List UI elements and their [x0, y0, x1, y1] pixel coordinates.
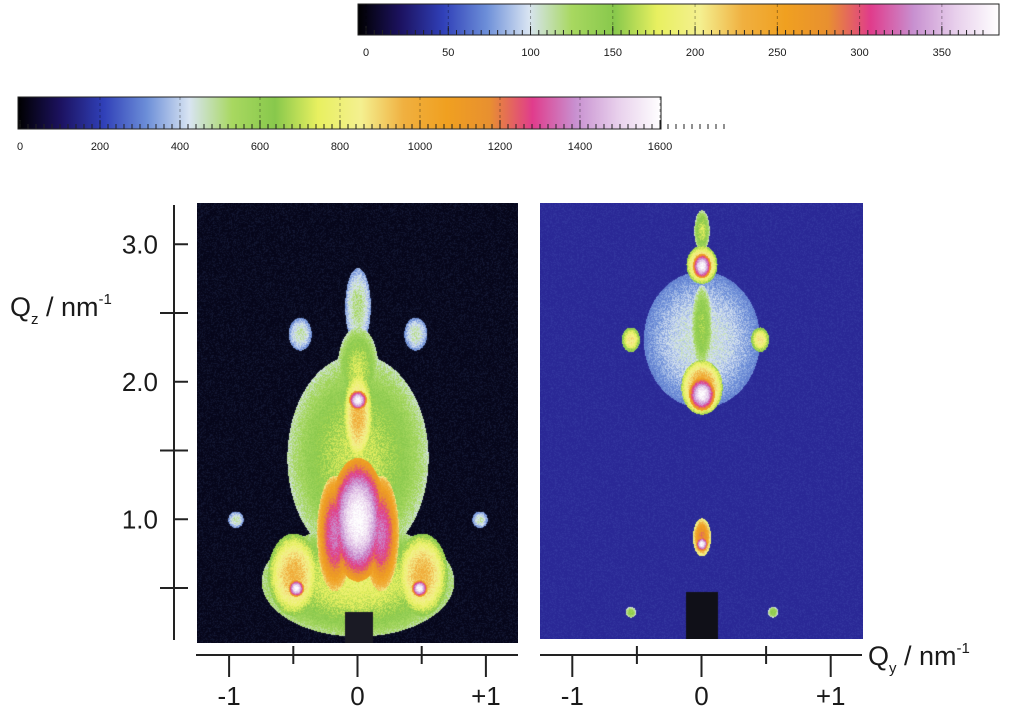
colorbar-tick-label: 200: [91, 141, 109, 153]
y-axis-title: Qz / nm-1: [10, 291, 112, 328]
colorbar-tick-label: 600: [251, 141, 269, 153]
x-axis-title-main: Q: [868, 641, 889, 671]
x-tick-label-right: +1: [816, 681, 846, 711]
colorbar-tick-label: 50: [442, 47, 454, 59]
colorbar-tick-label: 1000: [408, 141, 432, 153]
colorbar-tick-label: 250: [768, 47, 786, 59]
y-tick-label: 1.0: [122, 504, 158, 534]
colorbar-tick-label: 150: [604, 47, 622, 59]
y-axis-title-sub: z: [31, 311, 39, 328]
colorbar-tick-label: 1600: [648, 141, 672, 153]
axes: Qz / nm-1 Qy / nm-1 1.02.03.0-1 0 +1 -1 0 +1: [10, 205, 970, 711]
x-axis-title-rest: / nm: [897, 641, 957, 671]
colorbar-tick-label: 0: [17, 141, 23, 153]
heatmap-image-left: [197, 203, 518, 643]
colorbar-tick-label: 1200: [488, 141, 512, 153]
x-axis-title: Qy / nm-1: [868, 640, 970, 677]
colorbar-top: 0 50 100 150 200 250 300 350: [357, 3, 1000, 59]
colorbar-bottom: 0 200 400 600 800 1000 1200 1400 1600: [17, 96, 725, 153]
x-axis-title-sup: -1: [957, 640, 970, 657]
heatmap-panel-left: [197, 203, 518, 643]
x-tick-label-right: -1: [561, 681, 584, 711]
y-tick-label: 3.0: [122, 229, 158, 259]
y-axis-title-sup: -1: [99, 291, 112, 308]
colorbar-tick-label: 300: [850, 47, 868, 59]
colorbar-tick-label: 1400: [568, 141, 592, 153]
colorbar-tick-label: 200: [686, 47, 704, 59]
x-tick-label-left: -1: [218, 681, 241, 711]
x-tick-label-left: +1: [471, 681, 501, 711]
x-tick-label-left: 0: [350, 681, 364, 711]
colorbar-tick-label: 350: [933, 47, 951, 59]
x-axis-title-sub: y: [889, 660, 897, 677]
y-axis-title-rest: / nm: [39, 292, 99, 322]
y-axis-title-main: Q: [10, 292, 31, 322]
colorbar-tick-label: 100: [521, 47, 539, 59]
y-tick-label: 2.0: [122, 367, 158, 397]
colorbar-top-bar: [357, 3, 1000, 36]
heatmap-panel-right: [540, 203, 863, 639]
x-tick-label-right: 0: [694, 681, 708, 711]
colorbar-tick-label: 400: [171, 141, 189, 153]
colorbar-tick-label: 0: [363, 47, 369, 59]
heatmap-image-right: [540, 203, 863, 639]
colorbar-tick-label: 800: [331, 141, 349, 153]
